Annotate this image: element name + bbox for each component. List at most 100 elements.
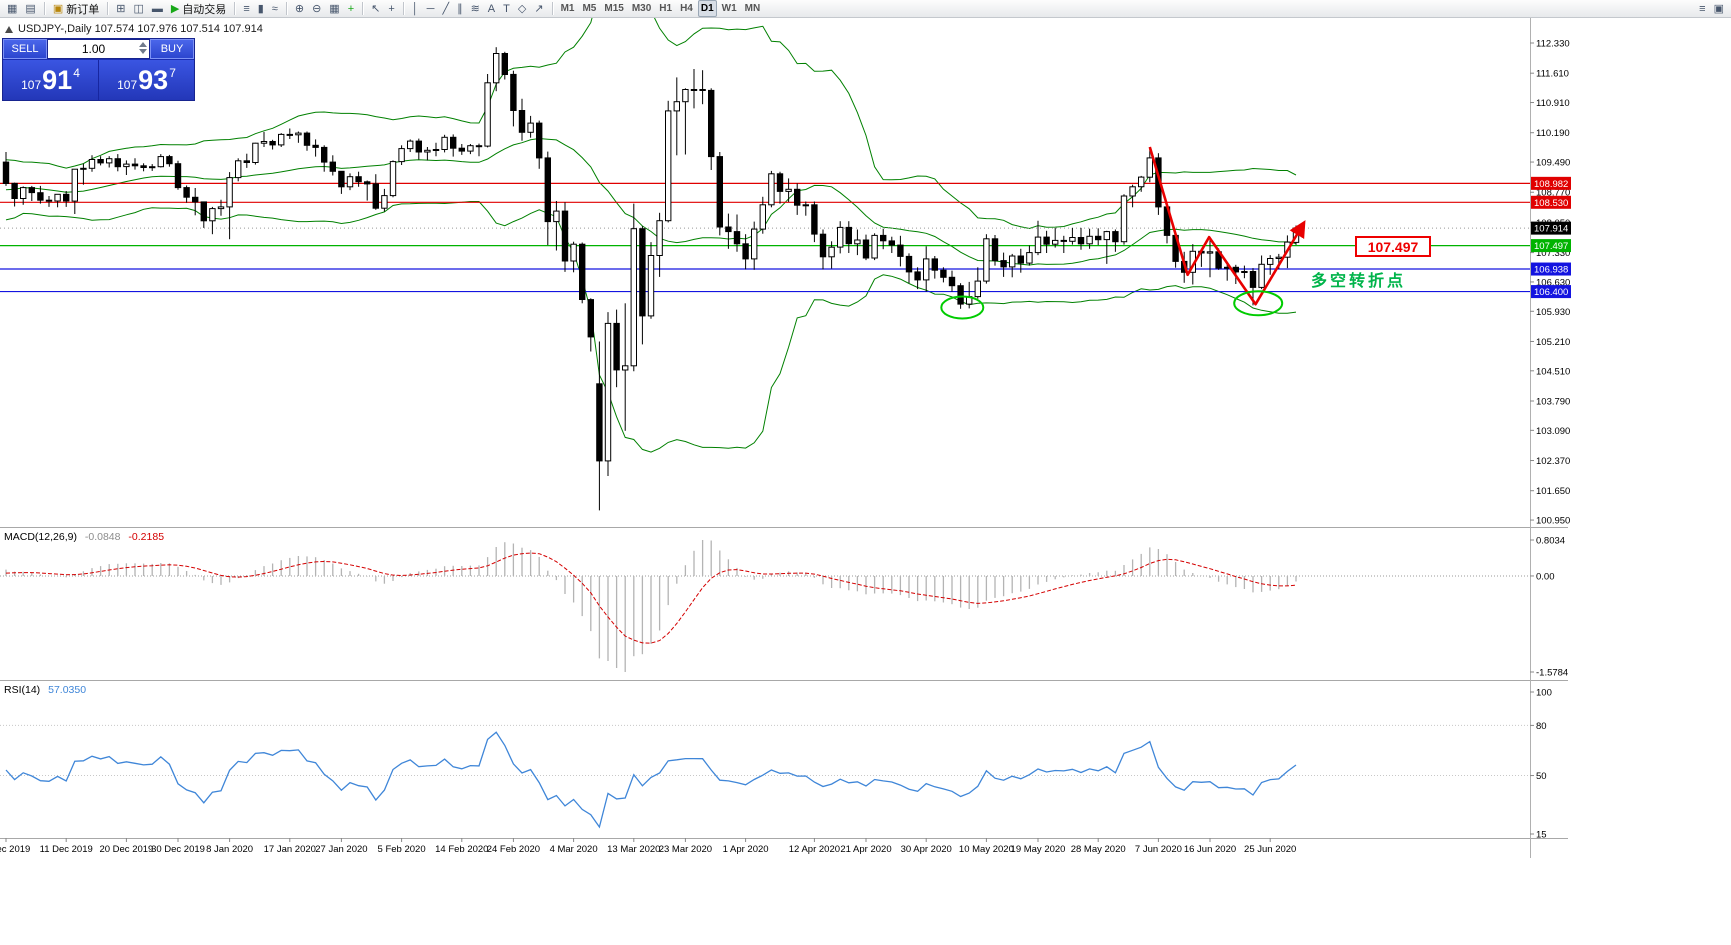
macd-title: MACD(12,26,9) [4, 531, 77, 543]
navigator-icon[interactable]: ◫ [133, 2, 144, 15]
tf-mn-button[interactable]: MN [744, 3, 761, 14]
new-chart-icon[interactable]: ▦ [7, 2, 18, 15]
lot-increase-button[interactable] [139, 42, 147, 47]
arrow-tool-icon[interactable]: ↗ [534, 2, 544, 15]
add-indicator-icon[interactable]: + [347, 2, 355, 15]
bollinger-bands [5, 18, 1297, 453]
svg-text:30 Apr 2020: 30 Apr 2020 [901, 844, 952, 855]
svg-text:110.910: 110.910 [1536, 98, 1570, 109]
svg-text:106.630: 106.630 [1536, 277, 1570, 288]
annotations-layer[interactable] [940, 146, 1306, 320]
new-order-button[interactable]: ▣ 新订单 [52, 2, 100, 16]
price-callout-label[interactable]: 107.497 [1355, 236, 1431, 257]
tf-m5-button[interactable]: M5 [582, 3, 597, 14]
vertical-line-icon[interactable]: │ [411, 2, 419, 15]
crosshair-icon[interactable]: + [388, 2, 395, 15]
svg-text:10 May 2020: 10 May 2020 [959, 844, 1014, 855]
svg-text:100.950: 100.950 [1536, 516, 1570, 527]
rsi-indicator-label: RSI(14) 57.0350 [4, 684, 91, 696]
horizontal-line-icon[interactable]: ─ [426, 2, 435, 15]
rsi-value: 57.0350 [48, 684, 87, 696]
sell-price-prefix: 107 [21, 78, 42, 92]
svg-text:7 Jun 2020: 7 Jun 2020 [1135, 844, 1182, 855]
svg-text:12 Apr 2020: 12 Apr 2020 [789, 844, 840, 855]
buy-button[interactable]: BUY [150, 39, 194, 59]
svg-text:106.938: 106.938 [1534, 265, 1568, 276]
macd-indicator-label: MACD(12,26,9) -0.0848 -0.2185 [4, 531, 169, 543]
terminal-icon[interactable]: ▬ [151, 2, 163, 15]
svg-text:0.8034: 0.8034 [1536, 536, 1565, 547]
svg-text:104.510: 104.510 [1536, 366, 1570, 377]
symbol-marker-icon [5, 25, 13, 33]
price-axis[interactable]: 112.330 111.610 110.910 110.190 109.490 108.7… [1530, 18, 1571, 858]
sell-price-button[interactable]: 107 91 4 [3, 60, 98, 100]
candlestick-chart-icon[interactable]: ▮ [257, 2, 264, 15]
toolbar-separator [107, 2, 109, 15]
tf-m1-button[interactable]: M1 [560, 3, 575, 14]
fibonacci-icon[interactable]: ≋ [470, 2, 480, 15]
bar-chart-icon[interactable]: ≡ [243, 2, 250, 15]
svg-text:109.490: 109.490 [1536, 158, 1570, 169]
chart-list-icon[interactable]: ≡ [1699, 2, 1706, 15]
toolbar-separator [551, 2, 553, 15]
svg-text:101.650: 101.650 [1536, 486, 1570, 497]
svg-text:103.090: 103.090 [1536, 426, 1570, 437]
channel-icon[interactable]: ∥ [457, 2, 463, 15]
svg-text:110.190: 110.190 [1536, 128, 1570, 139]
lot-decrease-button[interactable] [139, 49, 147, 54]
tf-d1-button[interactable]: D1 [697, 0, 717, 17]
svg-text:27 Jan 2020: 27 Jan 2020 [315, 844, 367, 855]
toolbar-separator [362, 2, 364, 15]
chart-profiles-icon[interactable]: ▤ [25, 2, 36, 15]
svg-text:108.770: 108.770 [1536, 188, 1570, 199]
lot-size-field [47, 39, 150, 59]
market-watch-icon[interactable]: ⊞ [116, 2, 126, 15]
svg-text:16 Jun 2020: 16 Jun 2020 [1184, 844, 1236, 855]
svg-text:23 Mar 2020: 23 Mar 2020 [659, 844, 712, 855]
cursor-icon[interactable]: ↖ [371, 2, 381, 15]
buy-price-pipette: 7 [169, 66, 176, 80]
svg-text:111.610: 111.610 [1536, 69, 1569, 80]
toolbar-separator [43, 2, 45, 15]
buy-price-button[interactable]: 107 93 7 [98, 60, 194, 100]
autotrading-button[interactable]: ▶ 自动交易 [170, 2, 227, 16]
lot-size-input[interactable] [48, 40, 149, 58]
sell-button[interactable]: SELL [3, 39, 47, 59]
tf-w1-button[interactable]: W1 [721, 3, 737, 14]
zoom-out-icon[interactable]: ⊖ [312, 2, 322, 15]
rsi-title: RSI(14) [4, 684, 41, 696]
label-icon[interactable]: T [503, 2, 510, 15]
tile-windows-icon[interactable]: ▦ [329, 2, 340, 15]
docking-icon[interactable]: ▣ [1713, 2, 1724, 15]
svg-text:106.400: 106.400 [1534, 287, 1568, 298]
tf-m30-button[interactable]: M30 [631, 3, 652, 14]
text-icon[interactable]: A [487, 2, 496, 15]
tf-m15-button[interactable]: M15 [604, 3, 624, 14]
shapes-icon[interactable]: ◇ [517, 2, 527, 15]
zoom-in-icon[interactable]: ⊕ [294, 2, 305, 15]
line-chart-icon[interactable]: ≈ [271, 2, 278, 15]
svg-text:0.00: 0.00 [1536, 571, 1555, 582]
svg-text:108.982: 108.982 [1534, 179, 1568, 190]
svg-text:102.370: 102.370 [1536, 456, 1570, 467]
svg-text:5 Feb 2020: 5 Feb 2020 [378, 844, 426, 855]
symbol-ohlc-text: USDJPY-,Daily 107.574 107.976 107.514 10… [18, 23, 263, 35]
svg-text:108.530: 108.530 [1534, 198, 1568, 209]
svg-text:2 Dec 2019: 2 Dec 2019 [0, 844, 30, 855]
svg-text:105.210: 105.210 [1536, 337, 1570, 348]
svg-text:17 Jan 2020: 17 Jan 2020 [264, 844, 316, 855]
trendline-icon[interactable]: ╱ [442, 2, 450, 15]
rsi-panel: 100 80 50 15 [0, 688, 1552, 841]
toolbar-separator [402, 2, 404, 15]
svg-text:107.914: 107.914 [1534, 224, 1568, 235]
turning-point-annotation[interactable]: 多空转折点 [1311, 273, 1407, 290]
toolbar-separator [285, 2, 287, 15]
tf-h1-button[interactable]: H1 [659, 3, 673, 14]
svg-text:4 Mar 2020: 4 Mar 2020 [550, 844, 598, 855]
toolbar-separator [234, 2, 236, 15]
svg-text:14 Feb 2020: 14 Feb 2020 [435, 844, 488, 855]
tf-h4-button[interactable]: H4 [680, 3, 693, 14]
